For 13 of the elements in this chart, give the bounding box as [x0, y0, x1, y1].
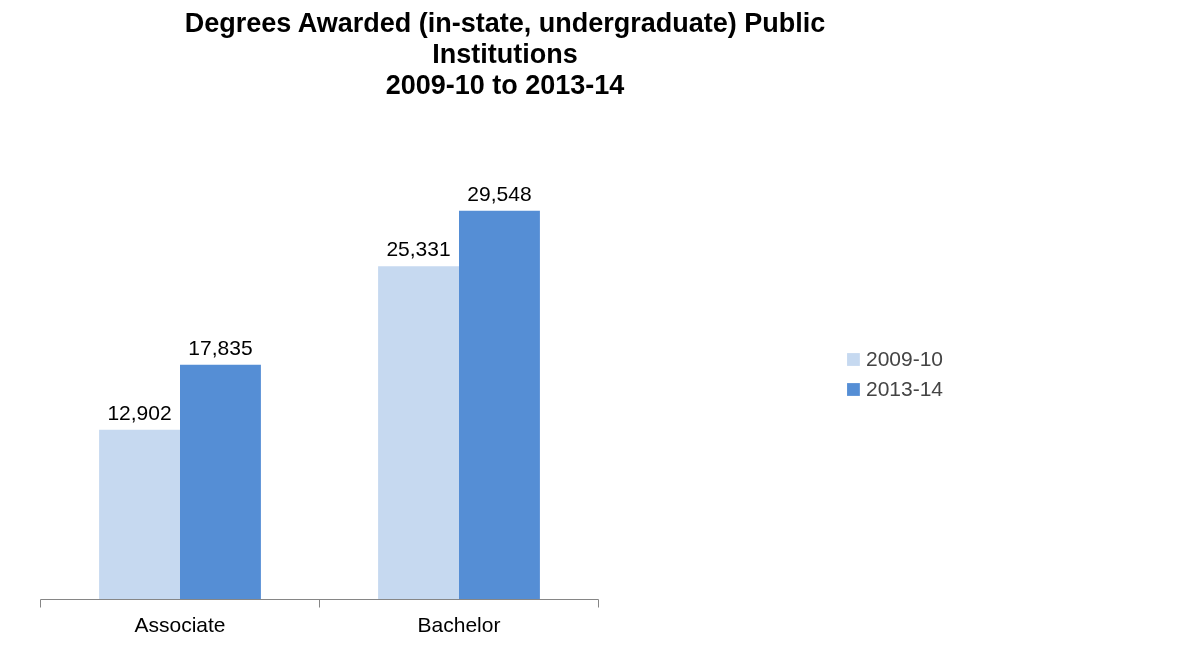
bar: [99, 429, 180, 600]
x-tick-label: Bachelor: [417, 612, 501, 636]
x-tick-label: Associate: [134, 612, 226, 636]
legend-label: 2009-10: [865, 346, 944, 371]
bar: [459, 210, 540, 600]
data-label: 17,835: [188, 335, 253, 359]
chart-title: Degrees Awarded (in-state, undergraduate) Public Institutions 2009-10 to 2013-14: [184, 8, 826, 102]
legend-label: 2013-14: [865, 376, 944, 401]
bar: [378, 266, 459, 600]
bar: [180, 364, 261, 600]
data-label: 12,902: [107, 400, 172, 424]
data-label: 25,331: [386, 237, 451, 261]
data-label: 29,548: [467, 181, 532, 205]
